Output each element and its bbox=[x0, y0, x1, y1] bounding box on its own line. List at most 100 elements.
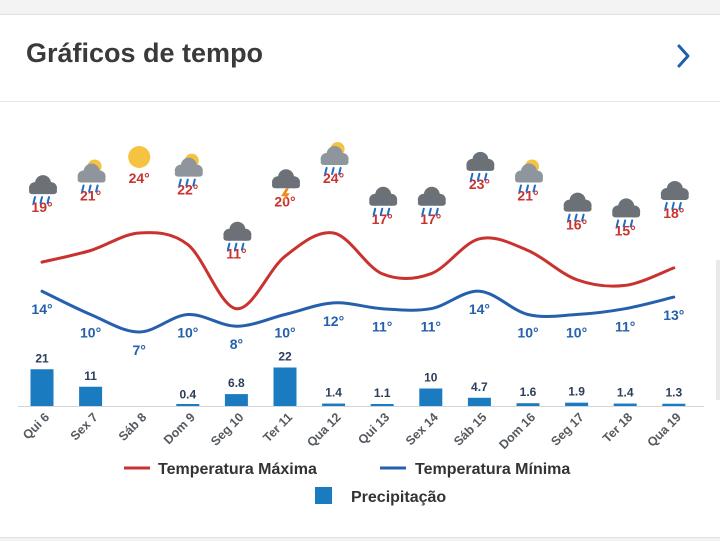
rain-drop bbox=[518, 184, 522, 193]
rain-drop bbox=[226, 242, 231, 251]
sun-cloud-rain-icon bbox=[174, 153, 203, 187]
precip-bar bbox=[273, 367, 297, 406]
rain-drop bbox=[331, 167, 335, 175]
min-temp-label: 10° bbox=[80, 325, 101, 341]
rain-drop bbox=[46, 196, 50, 205]
rain-drop bbox=[581, 213, 585, 222]
min-temp-label: 12° bbox=[323, 313, 344, 329]
rain-drop bbox=[421, 207, 425, 216]
rain-drop bbox=[324, 167, 328, 175]
x-tick-label: Dom 9 bbox=[161, 410, 198, 447]
rain-drop bbox=[622, 219, 627, 228]
precip-bar bbox=[516, 403, 540, 406]
cloud-shape bbox=[417, 199, 446, 206]
rain-drop bbox=[185, 178, 189, 187]
card-header: Gráficos de tempo bbox=[0, 15, 720, 102]
precip-bar bbox=[79, 386, 103, 406]
precip-label: 11 bbox=[84, 369, 97, 383]
x-tick-label: Seg 10 bbox=[208, 410, 246, 448]
min-temp-label: 14° bbox=[31, 301, 52, 317]
sun-shape bbox=[128, 146, 151, 168]
x-tick-label: Sáb 8 bbox=[116, 410, 150, 444]
legend-precip-label: Precipitação bbox=[351, 489, 446, 506]
precip-label: 1.6 bbox=[520, 385, 537, 399]
rain-drop bbox=[469, 172, 474, 181]
rain-cloud-icon bbox=[369, 186, 398, 216]
rain-drop bbox=[88, 184, 92, 193]
rain-drop bbox=[664, 201, 668, 210]
min-temp-label: 10° bbox=[177, 325, 198, 341]
rain-drop bbox=[532, 184, 536, 193]
chevron-right-icon[interactable] bbox=[670, 41, 696, 71]
scroll-edge bbox=[716, 260, 720, 400]
min-temp-label: 13° bbox=[663, 307, 684, 323]
min-temp-label: 10° bbox=[566, 325, 587, 341]
precip-bar bbox=[30, 369, 54, 406]
rain-drop bbox=[567, 213, 571, 222]
precip-bar bbox=[662, 403, 686, 406]
x-tick-label: Ter 11 bbox=[260, 410, 295, 445]
cloud-shape bbox=[77, 176, 106, 183]
rain-drop bbox=[629, 219, 634, 228]
precip-label: 1.3 bbox=[665, 386, 682, 400]
cloud-shape bbox=[369, 199, 398, 206]
rain-drop bbox=[178, 178, 182, 187]
rain-drop bbox=[615, 219, 620, 228]
precip-bar bbox=[224, 394, 248, 406]
legend-min-label: Temperatura Mínima bbox=[415, 461, 570, 478]
rain-cloud-icon bbox=[612, 198, 641, 228]
precip-label: 1.4 bbox=[325, 386, 342, 400]
x-tick-label: Qui 13 bbox=[355, 410, 392, 447]
max-temp-line bbox=[40, 231, 676, 311]
rain-drop bbox=[435, 207, 439, 216]
cloud-shape bbox=[320, 159, 349, 165]
precip-bar bbox=[565, 402, 589, 406]
precip-label: 10 bbox=[424, 371, 438, 385]
rain-drop bbox=[483, 172, 488, 181]
cloud-shape bbox=[174, 170, 203, 177]
precip-bar bbox=[370, 404, 394, 406]
precip-label: 1.4 bbox=[617, 386, 634, 400]
min-temp-label: 10° bbox=[517, 325, 538, 341]
precip-bar bbox=[176, 404, 200, 406]
rain-drop bbox=[95, 184, 99, 193]
rain-drop bbox=[240, 242, 245, 251]
cloud-shape bbox=[660, 193, 689, 200]
page-title: Gráficos de tempo bbox=[26, 38, 264, 68]
rain-drop bbox=[678, 201, 682, 210]
cloud-shape bbox=[515, 176, 543, 183]
rain-drop bbox=[372, 207, 377, 216]
cloud-shape bbox=[563, 205, 592, 212]
x-tick-label: Sex 7 bbox=[68, 410, 101, 443]
cloud-shape bbox=[612, 211, 641, 218]
rain-cloud-icon bbox=[660, 180, 689, 210]
precip-label: 1.9 bbox=[568, 385, 585, 399]
sun-cloud-rain-icon bbox=[515, 159, 543, 193]
rain-drop bbox=[233, 242, 238, 251]
precip-bar bbox=[322, 403, 346, 406]
rain-drop bbox=[32, 196, 36, 205]
rain-cloud-icon bbox=[466, 151, 495, 181]
cloud-shape bbox=[223, 234, 252, 241]
min-temp-line bbox=[40, 289, 676, 334]
cloud-shape bbox=[466, 164, 495, 171]
min-temp-label: 11° bbox=[372, 319, 392, 335]
min-temp-label: 10° bbox=[274, 325, 295, 341]
x-tick-label: Ter 18 bbox=[600, 410, 635, 445]
x-tick-label: Sáb 15 bbox=[451, 410, 489, 448]
min-temp-label: 8° bbox=[230, 336, 243, 352]
weather-chart-card: Gráficos de tempo bbox=[0, 14, 720, 538]
rain-drop bbox=[192, 178, 196, 187]
rain-drop bbox=[525, 184, 529, 193]
min-temp-label: 14° bbox=[469, 301, 490, 317]
rain-cloud-icon bbox=[29, 175, 57, 205]
rain-drop bbox=[671, 201, 675, 210]
min-temp-label: 11° bbox=[615, 319, 635, 335]
sun-cloud-rain-icon bbox=[320, 142, 349, 175]
max-temp-label: 24° bbox=[129, 170, 150, 186]
rain-drop bbox=[81, 184, 85, 193]
x-tick-label: Seg 17 bbox=[548, 410, 586, 448]
precip-bar bbox=[419, 388, 443, 406]
rain-drop bbox=[39, 196, 43, 205]
